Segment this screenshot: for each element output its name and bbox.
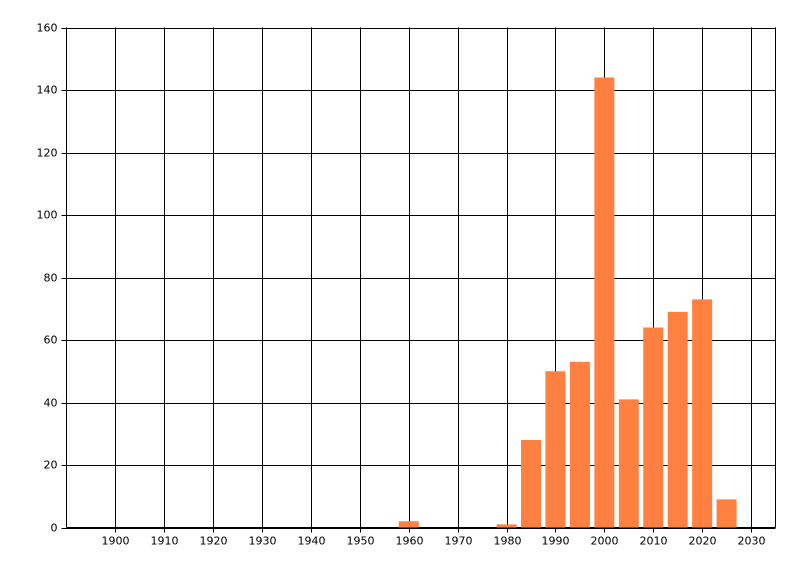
bar xyxy=(398,521,419,528)
y-tick-label: 120 xyxy=(37,147,58,160)
x-tick-label: 2010 xyxy=(640,535,668,548)
y-tick-label: 140 xyxy=(37,84,58,97)
x-tick-label: 1930 xyxy=(249,535,277,548)
x-tick-label: 1910 xyxy=(151,535,179,548)
y-tick-label: 20 xyxy=(44,459,58,472)
y-tick-label: 60 xyxy=(44,334,58,347)
bar xyxy=(716,499,737,528)
x-tick-label: 2020 xyxy=(689,535,717,548)
x-tick-label: 2000 xyxy=(591,535,619,548)
x-tick-label: 1980 xyxy=(494,535,522,548)
y-tick-label: 0 xyxy=(51,522,58,535)
x-tick-label: 1990 xyxy=(542,535,570,548)
bar xyxy=(594,77,615,528)
x-tick-label: 1950 xyxy=(347,535,375,548)
x-tick-label: 2030 xyxy=(738,535,766,548)
y-tick-label: 160 xyxy=(37,22,58,35)
y-tick-label: 80 xyxy=(44,272,58,285)
y-tick-label: 40 xyxy=(44,397,58,410)
y-tick-label: 100 xyxy=(37,209,58,222)
bar xyxy=(521,440,542,528)
bar xyxy=(545,371,566,528)
bar xyxy=(667,311,688,528)
x-tick-label: 1920 xyxy=(200,535,228,548)
bar xyxy=(692,299,713,528)
x-tick-label: 1970 xyxy=(445,535,473,548)
bar xyxy=(496,524,517,528)
bar xyxy=(618,399,639,528)
bar xyxy=(569,361,590,528)
x-tick-label: 1960 xyxy=(396,535,424,548)
x-tick-label: 1940 xyxy=(298,535,326,548)
bar xyxy=(643,327,664,528)
x-tick-label: 1900 xyxy=(102,535,130,548)
